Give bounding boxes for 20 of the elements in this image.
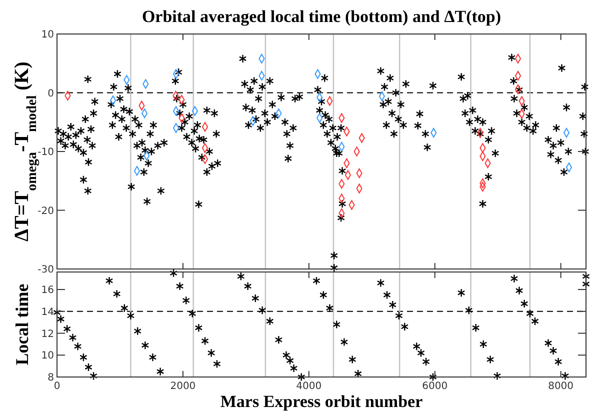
- y-tick-label: 8: [48, 372, 54, 384]
- y-tick-label: -20: [38, 206, 54, 217]
- y-axis-title: Local time: [12, 284, 32, 366]
- x-tick-label: 6000: [422, 381, 448, 392]
- point: [202, 143, 208, 153]
- x-axis-title: Mars Express orbit number: [220, 392, 424, 411]
- y-tick-label: 0: [48, 88, 54, 100]
- point: [566, 162, 572, 172]
- chart-title: Orbital averaged local time (bottom) and ΔT(top): [142, 7, 502, 26]
- y-tick-label: 10: [41, 30, 54, 40]
- y-tick-label: 10: [41, 350, 54, 362]
- point: [202, 154, 208, 164]
- x-tick-label: 2000: [170, 381, 196, 392]
- y-tick-label: 12: [41, 328, 54, 340]
- x-tick-label: 8000: [548, 381, 574, 392]
- y-tick-label: -30: [38, 264, 54, 276]
- x-tick-label: 4000: [296, 381, 322, 392]
- y-tick-label: 14: [41, 306, 54, 318]
- y-tick-label: 16: [41, 285, 54, 296]
- y-tick-label: -10: [38, 147, 54, 158]
